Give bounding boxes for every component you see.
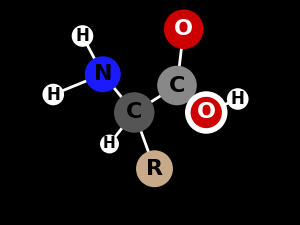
Text: N: N	[94, 64, 112, 84]
Text: O: O	[197, 103, 216, 122]
Text: H: H	[103, 137, 116, 151]
Text: H: H	[76, 27, 89, 45]
Text: O: O	[174, 19, 193, 39]
Circle shape	[136, 150, 173, 187]
Text: C: C	[169, 76, 185, 95]
Circle shape	[100, 135, 119, 153]
Circle shape	[157, 66, 197, 105]
Text: C: C	[126, 103, 142, 122]
Text: R: R	[146, 159, 163, 179]
Text: H: H	[231, 90, 245, 108]
Circle shape	[85, 56, 121, 92]
Circle shape	[188, 94, 225, 131]
Circle shape	[164, 9, 204, 49]
Circle shape	[43, 84, 64, 105]
Circle shape	[227, 88, 249, 110]
Text: H: H	[46, 86, 60, 104]
Circle shape	[114, 92, 154, 133]
Circle shape	[72, 25, 93, 47]
